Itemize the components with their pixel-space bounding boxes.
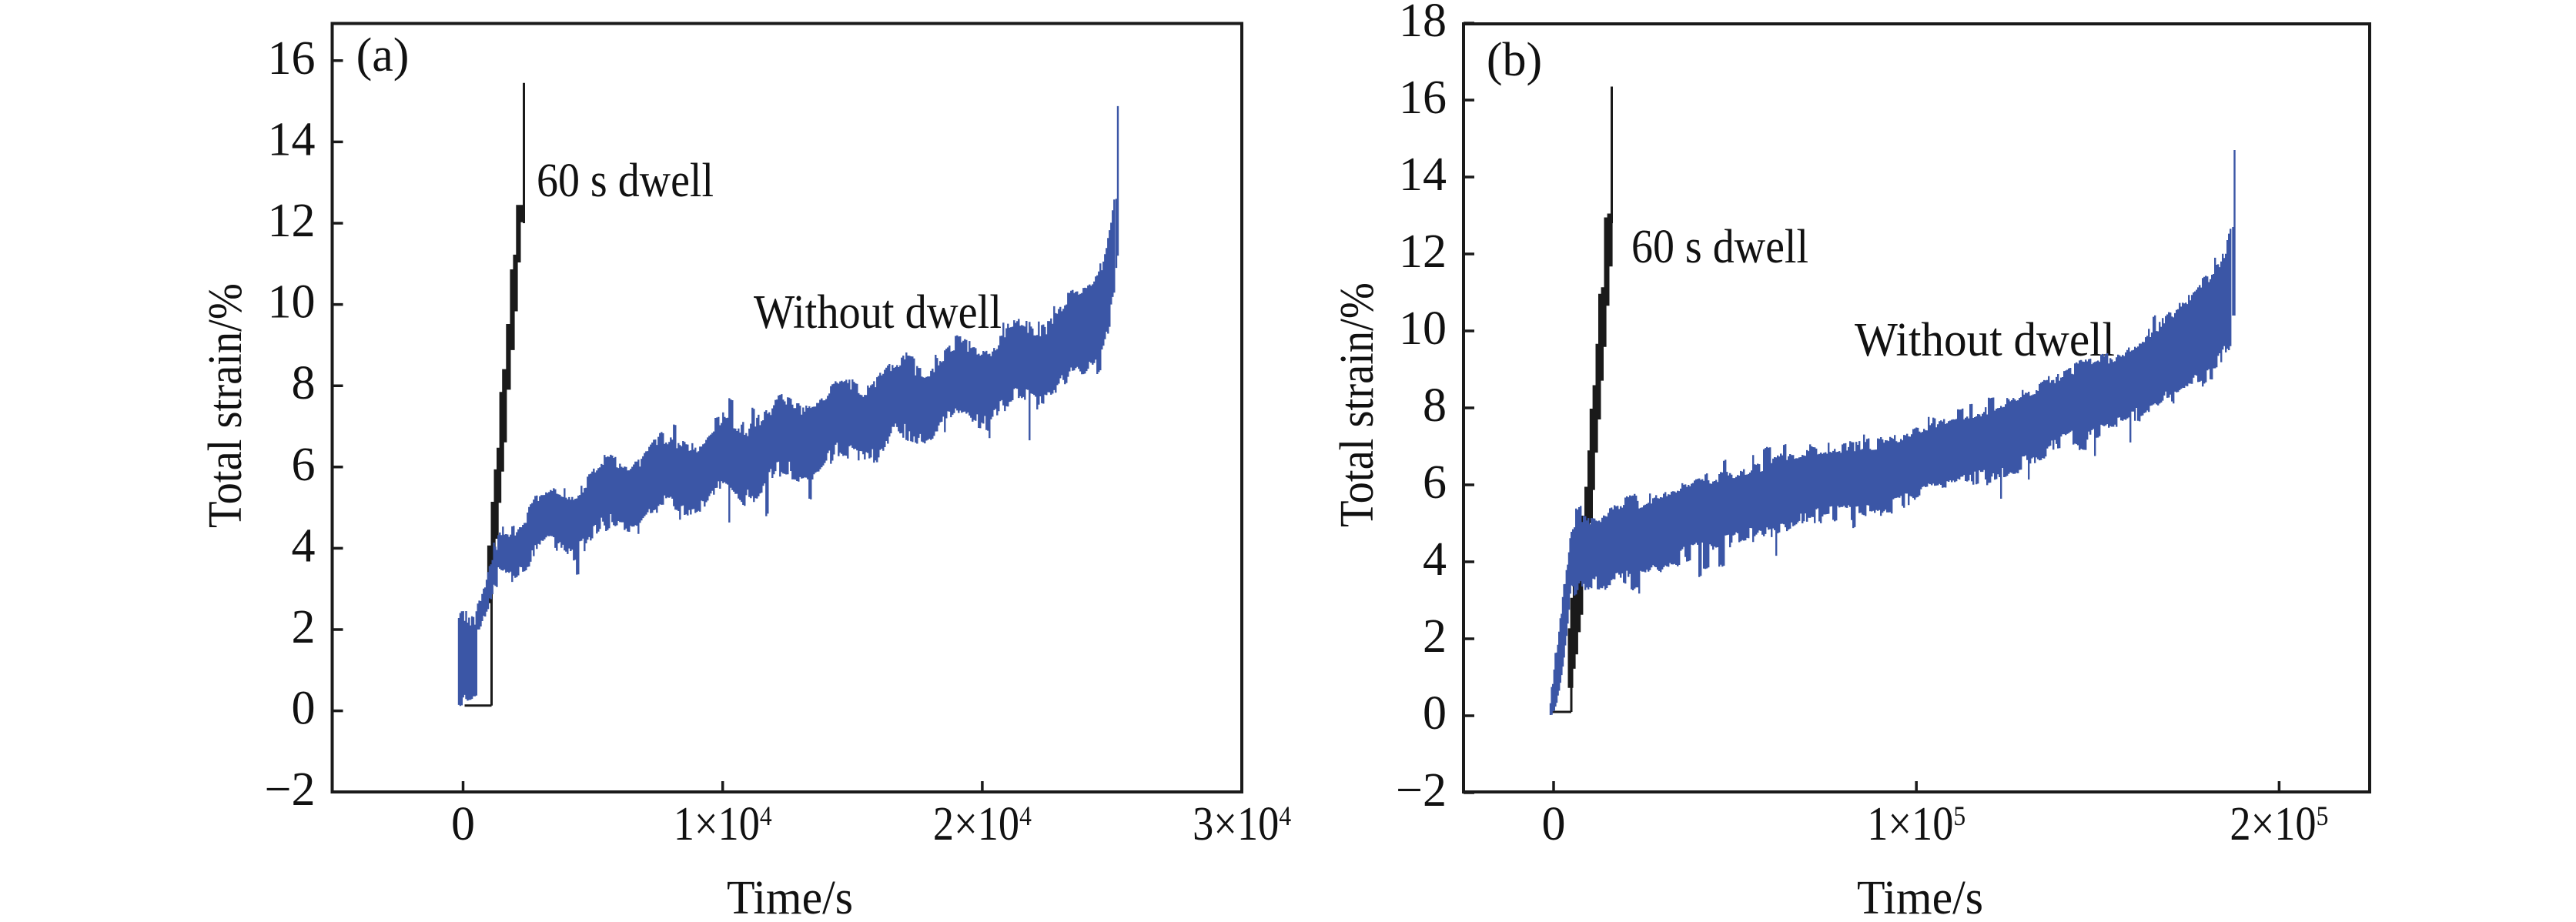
svg-text:Total strain/%: Total strain/% bbox=[199, 283, 252, 528]
svg-text:Time/s: Time/s bbox=[1857, 872, 1983, 922]
svg-text:8: 8 bbox=[1423, 379, 1447, 432]
svg-text:Without dwell: Without dwell bbox=[754, 286, 1002, 339]
svg-text:2: 2 bbox=[1423, 610, 1447, 663]
svg-text:3×104: 3×104 bbox=[1193, 798, 1291, 850]
svg-text:−2: −2 bbox=[265, 763, 316, 816]
svg-text:Total strain/%: Total strain/% bbox=[1331, 282, 1383, 527]
svg-text:14: 14 bbox=[1399, 149, 1447, 201]
svg-text:(a): (a) bbox=[356, 29, 410, 82]
svg-text:−2: −2 bbox=[1396, 764, 1447, 817]
svg-text:14: 14 bbox=[268, 113, 316, 165]
svg-text:2×104: 2×104 bbox=[933, 798, 1032, 850]
svg-text:12: 12 bbox=[1399, 225, 1447, 278]
svg-text:12: 12 bbox=[268, 195, 316, 247]
svg-text:60 s dwell: 60 s dwell bbox=[1631, 221, 1808, 273]
svg-text:4: 4 bbox=[1423, 533, 1447, 586]
svg-text:10: 10 bbox=[268, 276, 316, 329]
svg-text:(b): (b) bbox=[1487, 34, 1542, 86]
svg-text:1×104: 1×104 bbox=[674, 798, 772, 850]
svg-text:4: 4 bbox=[292, 519, 316, 572]
svg-text:10: 10 bbox=[1399, 302, 1447, 355]
svg-text:0: 0 bbox=[1542, 798, 1566, 850]
svg-text:16: 16 bbox=[268, 32, 316, 85]
svg-text:6: 6 bbox=[292, 439, 316, 491]
svg-text:16: 16 bbox=[1399, 72, 1447, 124]
svg-text:Time/s: Time/s bbox=[727, 872, 853, 922]
svg-text:0: 0 bbox=[292, 683, 316, 735]
svg-text:60 s dwell: 60 s dwell bbox=[537, 155, 714, 207]
svg-text:0: 0 bbox=[451, 798, 475, 850]
svg-text:18: 18 bbox=[1399, 0, 1447, 47]
svg-text:6: 6 bbox=[1423, 456, 1447, 509]
svg-text:2: 2 bbox=[292, 601, 316, 653]
svg-text:1×105: 1×105 bbox=[1867, 798, 1965, 850]
svg-text:0: 0 bbox=[1423, 687, 1447, 740]
svg-text:8: 8 bbox=[292, 357, 316, 409]
svg-text:Without dwell: Without dwell bbox=[1855, 314, 2115, 366]
svg-text:2×105: 2×105 bbox=[2230, 798, 2328, 850]
